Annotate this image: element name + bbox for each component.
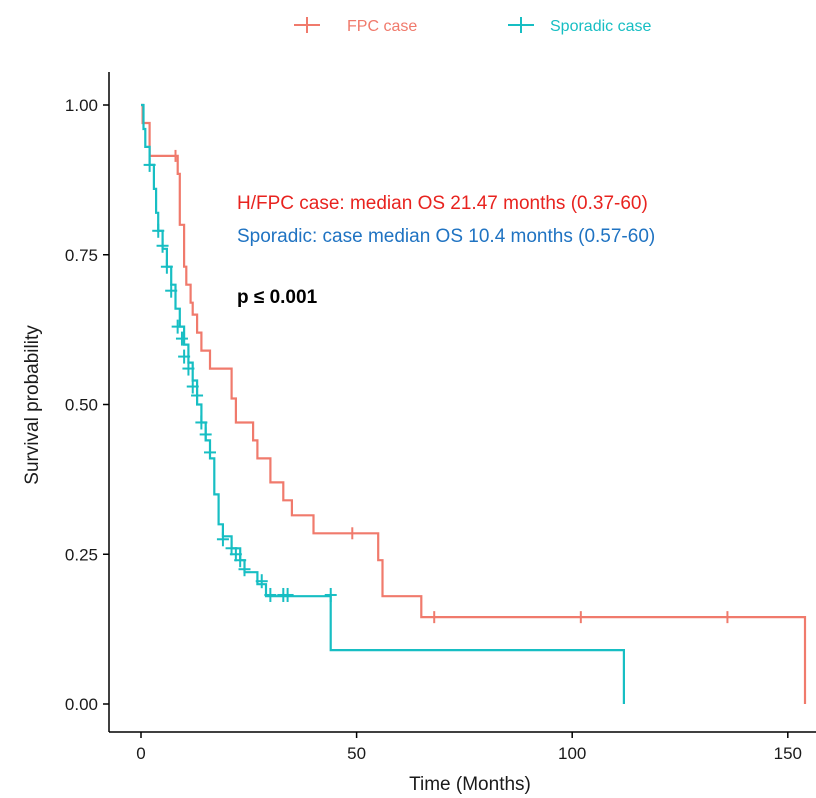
y-axis-title: Survival probability (22, 325, 43, 485)
annotation-fpc-median: H/FPC case: median OS 21.47 months (0.37… (237, 193, 648, 214)
x-tick-label: 50 (347, 744, 366, 763)
y-tick-label: 0.75 (65, 246, 98, 265)
legend-item-sporadic: Sporadic case (508, 17, 651, 35)
x-tick-label: 100 (558, 744, 586, 763)
legend: FPC case Sporadic case (294, 17, 651, 35)
curve-fpc (141, 103, 807, 704)
survival-curves (141, 103, 807, 704)
legend-item-fpc: FPC case (294, 17, 417, 35)
x-axis-title: Time (Months) (409, 774, 531, 795)
legend-label-fpc: FPC case (347, 18, 417, 35)
x-tick-label: 0 (136, 744, 145, 763)
y-ticks: 0.00 0.25 0.50 0.75 1.00 (65, 96, 109, 714)
annotation-p-value: p ≤ 0.001 (237, 287, 318, 308)
y-tick-label: 0.50 (65, 396, 98, 415)
legend-label-sporadic: Sporadic case (550, 18, 651, 35)
y-tick-label: 0.25 (65, 545, 98, 564)
annotation-sporadic-median: Sporadic: case median OS 10.4 months (0.… (237, 226, 655, 247)
x-tick-label: 150 (774, 744, 802, 763)
y-tick-label: 1.00 (65, 96, 98, 115)
x-ticks: 0 50 100 150 (136, 732, 802, 763)
y-tick-label: 0.00 (65, 695, 98, 714)
